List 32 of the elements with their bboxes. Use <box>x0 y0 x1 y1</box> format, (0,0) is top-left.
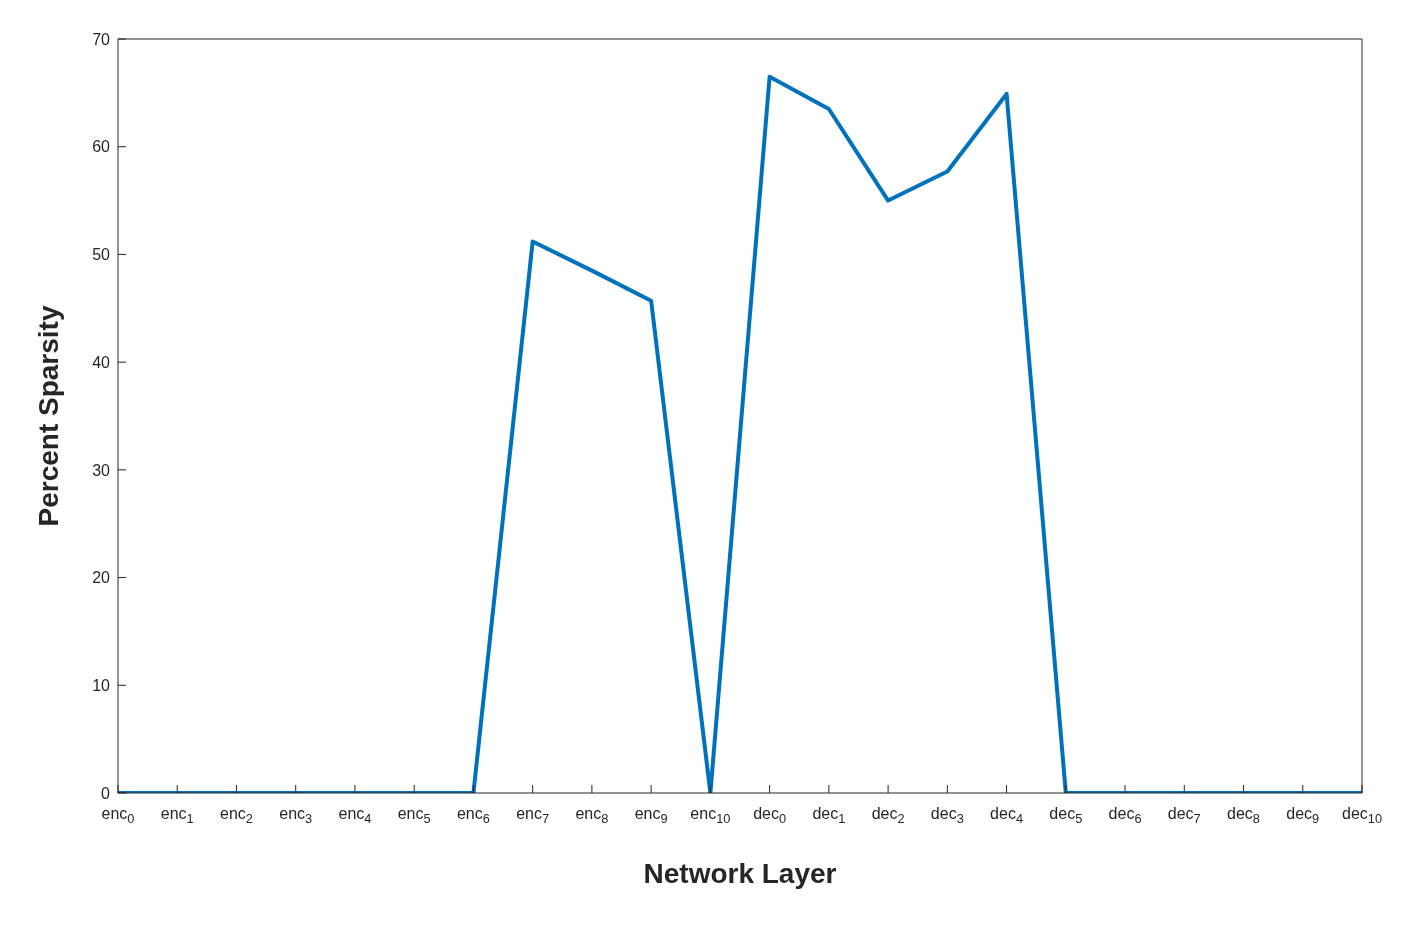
y-tick-label: 50 <box>92 246 111 264</box>
x-tick-label: enc$_{8}$ <box>575 805 609 826</box>
x-tick-label: dec$_{4}$ <box>990 805 1024 826</box>
x-tick-label: enc$_{10}$ <box>690 805 731 826</box>
x-tick-label: enc$_{7}$ <box>516 805 550 826</box>
x-tick-label: dec$_{0}$ <box>753 805 787 826</box>
x-tick-label: enc$_{9}$ <box>634 805 668 826</box>
x-tick-label: dec$_{10}$ <box>1341 805 1383 826</box>
x-tick-label: enc$_{5}$ <box>397 805 431 826</box>
y-tick-label: 40 <box>92 353 111 371</box>
x-axis-title: Network Layer <box>643 858 837 889</box>
y-tick-label: 60 <box>92 138 111 156</box>
x-tick-label: dec$_{2}$ <box>871 805 905 826</box>
y-tick-label: 20 <box>92 569 111 587</box>
x-tick-label: dec$_{9}$ <box>1286 805 1320 826</box>
y-axis-title: Percent Sparsity <box>32 305 64 527</box>
x-tick-label: dec$_{3}$ <box>930 805 964 826</box>
x-tick-label: enc$_{4}$ <box>338 805 372 826</box>
x-tick-label: enc$_{3}$ <box>279 805 313 826</box>
x-tick-label: dec$_{5}$ <box>1049 805 1083 826</box>
x-tick-label: dec$_{1}$ <box>812 805 846 826</box>
x-tick-label: enc$_{1}$ <box>160 805 194 826</box>
y-tick-label: 70 <box>92 30 111 48</box>
x-tick-label: enc$_{2}$ <box>220 805 253 826</box>
y-tick-label: 10 <box>92 676 111 694</box>
x-tick-label: dec$_{7}$ <box>1167 805 1201 826</box>
y-tick-label: 0 <box>101 784 111 802</box>
x-tick-label: enc$_{6}$ <box>456 805 490 826</box>
x-tick-label: dec$_{6}$ <box>1108 805 1142 826</box>
y-tick-label: 30 <box>92 461 111 479</box>
x-tick-label: dec$_{8}$ <box>1227 805 1260 826</box>
x-tick-label: enc$_{0}$ <box>101 805 135 826</box>
